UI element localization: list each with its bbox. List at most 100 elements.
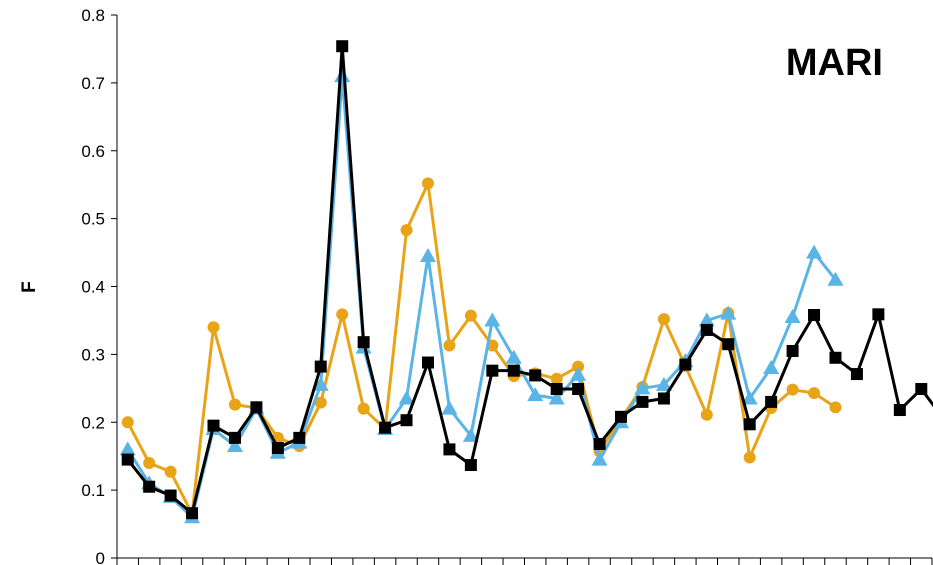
y-tick-label: 0.7 bbox=[81, 74, 105, 93]
data-point bbox=[314, 360, 327, 373]
data-point bbox=[655, 376, 672, 391]
data-point bbox=[334, 68, 351, 83]
data-point bbox=[400, 224, 413, 237]
data-point bbox=[572, 360, 585, 373]
data-point bbox=[228, 431, 241, 444]
y-tick-label: 0.1 bbox=[81, 481, 105, 500]
data-point bbox=[657, 392, 670, 405]
series-triangle bbox=[119, 68, 844, 524]
series-line bbox=[126, 44, 933, 515]
data-point bbox=[784, 309, 801, 324]
y-tick-label: 0.4 bbox=[81, 278, 105, 297]
data-point bbox=[271, 442, 284, 455]
data-point bbox=[314, 396, 327, 409]
data-point bbox=[527, 387, 544, 402]
data-point bbox=[850, 368, 863, 381]
data-point bbox=[464, 459, 477, 472]
data-point bbox=[570, 366, 587, 381]
data-point bbox=[443, 443, 456, 456]
data-point bbox=[808, 387, 821, 400]
data-point bbox=[743, 451, 756, 464]
data-point bbox=[657, 313, 670, 326]
data-point bbox=[872, 308, 885, 321]
data-point bbox=[441, 400, 458, 415]
data-point bbox=[827, 271, 844, 286]
data-point bbox=[121, 453, 134, 466]
data-point bbox=[698, 312, 715, 327]
data-point bbox=[443, 339, 456, 352]
data-point bbox=[228, 398, 241, 411]
data-point bbox=[507, 364, 520, 377]
data-point bbox=[550, 382, 563, 395]
data-point bbox=[548, 390, 565, 405]
data-point bbox=[398, 390, 415, 405]
data-point bbox=[121, 416, 134, 429]
data-point bbox=[720, 305, 737, 320]
y-tick-label: 0.6 bbox=[81, 142, 105, 161]
data-point bbox=[207, 321, 220, 334]
data-point bbox=[400, 414, 413, 427]
y-tick-label: 0.5 bbox=[81, 210, 105, 229]
series-line bbox=[126, 181, 837, 516]
chart-title: MARI bbox=[786, 42, 883, 84]
data-point bbox=[164, 489, 177, 502]
data-point bbox=[550, 372, 563, 385]
y-axis-label: F bbox=[19, 281, 40, 293]
data-point bbox=[484, 312, 501, 327]
data-point bbox=[741, 390, 758, 405]
data-point bbox=[765, 395, 778, 408]
y-tick-label: 0.2 bbox=[81, 413, 105, 432]
data-point bbox=[700, 323, 713, 336]
data-point bbox=[464, 309, 477, 322]
data-point bbox=[722, 338, 735, 351]
data-point bbox=[293, 431, 306, 444]
data-point bbox=[143, 456, 156, 469]
data-point bbox=[786, 344, 799, 357]
data-point bbox=[419, 247, 436, 262]
data-point bbox=[207, 419, 220, 432]
data-point bbox=[893, 404, 906, 417]
data-point bbox=[336, 40, 349, 53]
data-point bbox=[421, 356, 434, 369]
y-tick-label: 0.3 bbox=[81, 345, 105, 364]
series-square bbox=[121, 40, 933, 520]
data-point bbox=[486, 364, 499, 377]
data-point bbox=[786, 383, 799, 396]
data-point bbox=[636, 395, 649, 408]
data-point bbox=[119, 441, 136, 456]
data-point bbox=[250, 401, 263, 414]
data-point bbox=[226, 438, 243, 453]
data-point bbox=[763, 359, 780, 374]
data-point bbox=[634, 380, 651, 395]
data-point bbox=[379, 421, 392, 434]
data-point bbox=[679, 358, 692, 371]
data-point bbox=[591, 451, 608, 466]
data-point bbox=[164, 465, 177, 478]
y-tick-labels: 0 0.1 0.2 0.3 0.4 0.5 0.6 0.7 0.8 bbox=[81, 6, 105, 565]
data-point bbox=[593, 437, 606, 450]
data-point bbox=[462, 427, 479, 442]
data-point bbox=[829, 401, 842, 414]
data-point bbox=[143, 480, 156, 493]
data-point bbox=[806, 244, 823, 259]
axes bbox=[111, 14, 933, 565]
data-point bbox=[700, 408, 713, 421]
series-line bbox=[126, 74, 837, 519]
data-point bbox=[915, 382, 928, 395]
data-point bbox=[357, 402, 370, 415]
data-point bbox=[615, 410, 628, 423]
data-point bbox=[529, 369, 542, 382]
data-point bbox=[421, 177, 434, 190]
data-point bbox=[186, 507, 199, 520]
data-point bbox=[312, 376, 329, 391]
y-tick-label: 0 bbox=[96, 549, 105, 565]
y-tick-label: 0.8 bbox=[81, 6, 105, 25]
data-point bbox=[743, 418, 756, 431]
data-point bbox=[572, 382, 585, 395]
data-point bbox=[336, 308, 349, 321]
data-point bbox=[505, 349, 522, 364]
data-point bbox=[829, 351, 842, 364]
data-point bbox=[808, 309, 821, 322]
series-layer bbox=[119, 40, 933, 524]
